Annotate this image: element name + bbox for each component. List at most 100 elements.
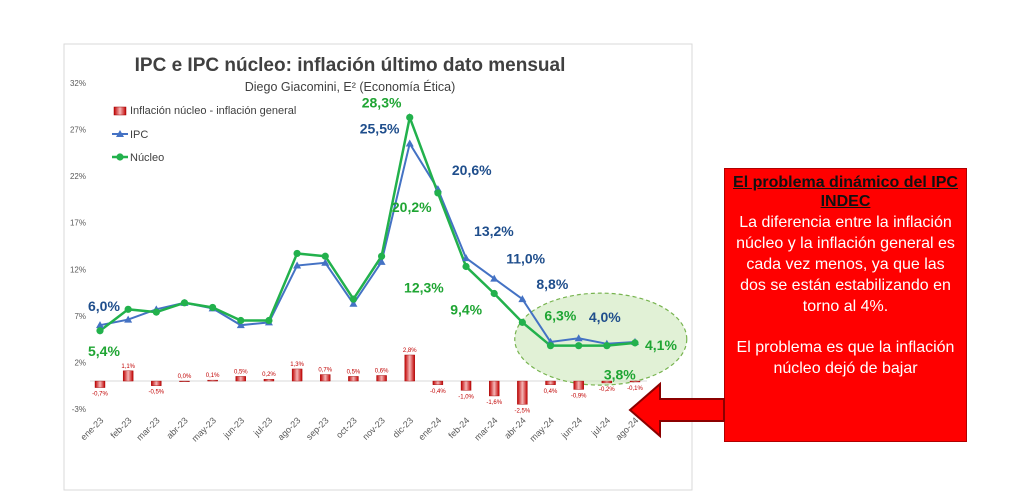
point-data-label: 3,8% (604, 367, 636, 383)
y-tick-label: 2% (74, 358, 86, 367)
bar-data-label: 1,1% (121, 364, 135, 370)
y-tick-label: 17% (70, 219, 86, 228)
diff-bar (263, 378, 275, 382)
nucleo-point (265, 316, 273, 325)
nucleo-point (293, 249, 301, 258)
y-tick-label: 32% (70, 79, 86, 88)
ipc-point (377, 257, 386, 265)
bar-data-label: -0,4% (430, 389, 446, 395)
diff-bar (376, 375, 387, 382)
diff-bar (291, 368, 303, 382)
point-data-label: 8,8% (536, 276, 568, 292)
chart-subtitle: Diego Giacomini, E² (Economía Ética) (245, 79, 456, 94)
legend-label-ipc: IPC (130, 129, 148, 141)
nucleo-point (152, 308, 160, 316)
diff-bar (432, 380, 444, 385)
diff-bar (207, 379, 218, 382)
bar-data-label: 0,4% (544, 389, 558, 395)
nucleo-point (321, 252, 329, 260)
ipc-point (574, 334, 583, 342)
bar-data-label: -1,6% (486, 400, 502, 406)
ipc-point (293, 261, 302, 269)
bar-data-label: 0,0% (178, 374, 192, 380)
ipc-point (518, 295, 527, 303)
point-data-label: 4,1% (645, 337, 677, 353)
diff-bar (573, 380, 584, 390)
nucleo-point (518, 318, 526, 326)
ipc-point (349, 299, 358, 307)
point-data-label: 5,4% (88, 343, 120, 359)
diff-bar (489, 380, 500, 397)
nucleo-point (434, 189, 442, 197)
legend-label-nucleo: Núcleo (130, 152, 164, 164)
nucleo-point (180, 299, 189, 307)
legend-label-bar: Inflación núcleo - inflación general (130, 105, 296, 117)
point-data-label: 20,2% (392, 199, 432, 215)
point-data-label: 12,3% (404, 279, 444, 295)
diff-bar (348, 376, 359, 382)
bar-data-label: -0,5% (148, 390, 164, 396)
panel-paragraph-2: El problema es que la inflación núcleo d… (736, 339, 955, 377)
nucleo-point (462, 262, 470, 271)
nucleo-point (209, 303, 217, 312)
diff-bar (122, 370, 134, 382)
legend-marker-nucleo (116, 153, 124, 161)
diff-bar (460, 380, 472, 391)
nucleo-point (490, 289, 498, 298)
explanation-panel: El problema dinámico del IPC INDEC La di… (724, 168, 967, 442)
highlight-ellipse (514, 292, 688, 386)
diff-bar (151, 380, 162, 386)
nucleo-point (546, 342, 555, 350)
bar-data-label: -0,9% (571, 393, 587, 399)
bar-data-label: 0,2% (262, 372, 276, 378)
nucleo-point (406, 113, 414, 122)
ipc-point (96, 321, 104, 329)
nucleo-point (603, 342, 611, 350)
inflation-chart: IPC e IPC núcleo: inflación último dato … (63, 43, 693, 491)
bar-data-label: 0,6% (375, 368, 389, 374)
ipc-point (490, 274, 499, 282)
point-data-label: 25,5% (360, 121, 400, 137)
legend-swatch-bar (113, 106, 127, 116)
diff-bar (404, 354, 415, 382)
chart-title: IPC e IPC núcleo: inflación último dato … (135, 55, 566, 76)
diff-bar (179, 380, 190, 382)
bar-data-label: -0,1% (627, 386, 643, 392)
ipc-point (236, 321, 245, 329)
diff-bar (601, 380, 613, 384)
bar-data-label: 0,1% (206, 373, 220, 379)
panel-title: El problema dinámico del IPC INDEC (733, 174, 958, 210)
y-tick-label: 27% (70, 126, 86, 135)
ipc-point (321, 258, 330, 266)
nucleo-point (237, 316, 245, 325)
bar-data-label: 1,3% (290, 362, 304, 368)
y-tick-label: 12% (70, 265, 86, 274)
diff-bar (545, 380, 556, 385)
nucleo-point (377, 252, 386, 260)
legend-marker-ipc (116, 130, 124, 137)
y-tick-label: 22% (70, 172, 86, 181)
bar-data-label: -1,0% (458, 394, 474, 400)
nucleo-point (124, 305, 132, 313)
nucleo-point (631, 339, 639, 347)
diff-bar (320, 374, 331, 382)
ipc-point (124, 315, 133, 323)
ipc-point (405, 139, 414, 147)
point-data-label: 6,0% (88, 298, 120, 314)
y-tick-label: -3% (72, 405, 86, 414)
point-data-label: 6,3% (544, 307, 576, 323)
bar-data-label: -0,7% (92, 392, 108, 398)
point-data-label: 20,6% (452, 162, 492, 178)
diff-bar (517, 380, 528, 405)
y-tick-label: 7% (74, 312, 86, 321)
nucleo-point (96, 327, 104, 335)
point-data-label: 13,2% (474, 223, 514, 239)
diff-bar (94, 380, 106, 388)
point-data-label: 11,0% (506, 251, 545, 267)
bar-data-label: -0,2% (599, 387, 615, 393)
ipc-point (462, 254, 471, 262)
bar-data-label: 2,8% (403, 348, 417, 354)
legend: Inflación núcleo - inflación general IPC N… (112, 105, 296, 164)
bar-data-label: -2,5% (515, 408, 531, 414)
nucleo-point (349, 295, 358, 303)
